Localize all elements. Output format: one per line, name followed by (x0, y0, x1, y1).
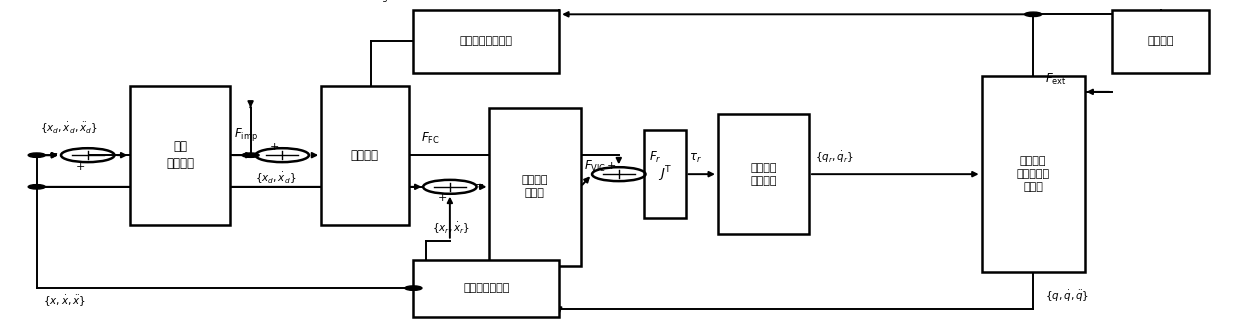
Text: 基于关节
位置控制的
机械臂: 基于关节 位置控制的 机械臂 (1017, 156, 1050, 193)
Text: $J^{\mathrm{T}}$: $J^{\mathrm{T}}$ (657, 164, 672, 184)
Text: $F_s$: $F_s$ (376, 0, 388, 5)
Circle shape (29, 153, 45, 157)
FancyBboxPatch shape (490, 108, 580, 266)
Text: $\{q, \dot{q}, \ddot{q}\}$: $\{q, \dot{q}, \ddot{q}\}$ (1045, 289, 1090, 304)
Text: $\{x, \dot{x}, \ddot{x}\}$: $\{x, \dot{x}, \ddot{x}\}$ (42, 295, 86, 309)
FancyBboxPatch shape (413, 10, 559, 73)
Circle shape (1024, 12, 1042, 16)
Text: $-$: $-$ (48, 147, 58, 157)
Text: $\{x_d, \dot{x}_d, \ddot{x}_d\}$: $\{x_d, \dot{x}_d, \ddot{x}_d\}$ (41, 121, 98, 136)
Text: $+$: $+$ (605, 160, 616, 171)
Circle shape (242, 153, 259, 157)
FancyBboxPatch shape (982, 76, 1085, 272)
Text: 末端六维力传感器: 末端六维力传感器 (460, 36, 513, 46)
Text: $F_{\rm ext}$: $F_{\rm ext}$ (1045, 72, 1068, 87)
Text: $-$: $-$ (474, 178, 485, 188)
Text: $F_{\rm FC}$: $F_{\rm FC}$ (420, 130, 439, 146)
Text: 前向动力
学求解器: 前向动力 学求解器 (750, 162, 776, 186)
Circle shape (29, 185, 45, 189)
Text: $+$: $+$ (269, 141, 279, 151)
Text: $\{q_r, \dot{q}_r\}$: $\{q_r, \dot{q}_r\}$ (815, 150, 854, 165)
Text: $+$: $+$ (436, 193, 446, 203)
FancyBboxPatch shape (130, 86, 229, 225)
Text: $-$: $-$ (242, 147, 253, 157)
Text: 参考
阻抗模型: 参考 阻抗模型 (166, 140, 195, 170)
Text: 力控制器: 力控制器 (351, 149, 378, 162)
FancyBboxPatch shape (321, 86, 408, 225)
Circle shape (405, 286, 422, 290)
Text: $\{x_d, \dot{x}_d\}$: $\{x_d, \dot{x}_d\}$ (255, 171, 296, 186)
Text: $F_r$: $F_r$ (650, 150, 662, 165)
Text: $\{x_r, \dot{x}_r\}$: $\{x_r, \dot{x}_r\}$ (432, 221, 470, 236)
Text: 机械臂正运动学: 机械臂正运动学 (464, 283, 510, 293)
FancyBboxPatch shape (1112, 10, 1209, 73)
FancyBboxPatch shape (645, 130, 686, 218)
Text: $\tau_r$: $\tau_r$ (689, 151, 702, 165)
FancyBboxPatch shape (413, 260, 559, 317)
Text: 虚拟阻抗
控制器: 虚拟阻抗 控制器 (522, 175, 548, 198)
FancyBboxPatch shape (718, 114, 808, 234)
Text: $+$: $+$ (74, 161, 84, 172)
Text: $F_{\rm VIC}$: $F_{\rm VIC}$ (584, 159, 606, 174)
Text: $F_{\rm imp}$: $F_{\rm imp}$ (233, 126, 258, 142)
Text: 交互环境: 交互环境 (1147, 36, 1174, 46)
